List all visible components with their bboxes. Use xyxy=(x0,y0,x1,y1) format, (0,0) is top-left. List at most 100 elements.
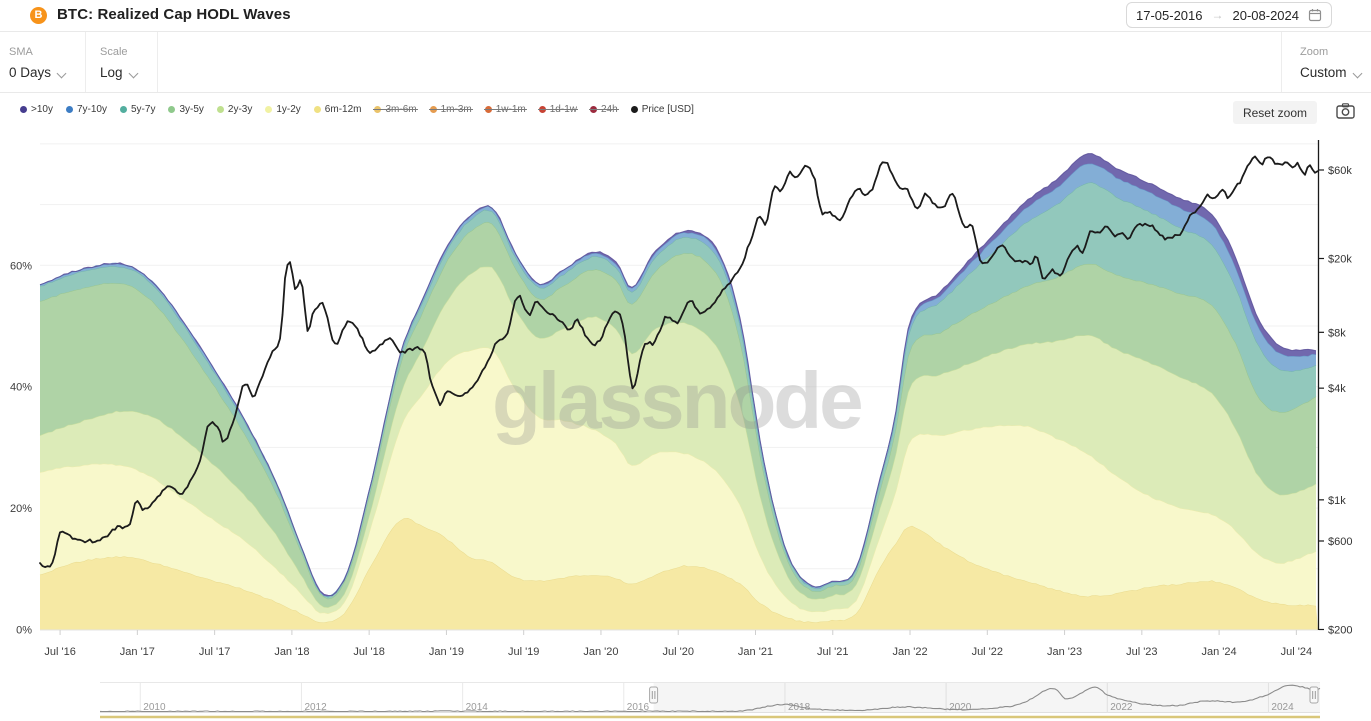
navigator-handle-right[interactable] xyxy=(1309,686,1319,704)
zoom-label: Zoom xyxy=(1300,46,1329,58)
legend-item-1y-2y[interactable]: 1y-2y xyxy=(265,103,301,115)
legend: >10y 7y-10y 5y-7y 3y-5y 2y-3y 1y-2y 6m-12m 3m-6… xyxy=(20,92,694,126)
navigator-year-label: 2020 xyxy=(949,702,972,713)
chevron-down-icon xyxy=(58,69,66,77)
navigator-year-label: 2014 xyxy=(466,702,489,713)
legend-item-2y-3y[interactable]: 2y-3y xyxy=(216,103,253,115)
arrow-right-icon: → xyxy=(1211,8,1224,22)
legend-item-label: >10y xyxy=(31,103,53,115)
right-axis-label: $200 xyxy=(1328,625,1352,637)
legend-marker-icon xyxy=(429,105,437,113)
right-axis-label: $4k xyxy=(1328,383,1346,395)
legend-item--10y[interactable]: >10y xyxy=(20,104,53,115)
right-axis-label: $1k xyxy=(1328,495,1346,507)
navigator-price-line xyxy=(99,684,1321,713)
legend-marker-icon xyxy=(168,105,176,113)
x-axis-label: Jul '21 xyxy=(817,646,848,658)
legend-item-1w-1m[interactable]: 1w-1m xyxy=(483,103,527,115)
x-axis-label: Jul '18 xyxy=(353,646,384,658)
glassnode-watermark: glassnode xyxy=(492,356,861,445)
legend-item-6m-12m[interactable]: 6m-12m xyxy=(313,103,362,115)
toolbar-divider xyxy=(157,32,158,92)
toolbar: SMA 0 Days Scale Log Zoom Custom xyxy=(0,32,1371,93)
legend-marker-icon xyxy=(65,105,73,113)
left-axis-label: 60% xyxy=(10,260,32,272)
x-axis-label: Jul '22 xyxy=(972,646,1003,658)
date-to-value[interactable]: 20-08-2024 xyxy=(1232,7,1300,23)
right-axis-label: $600 xyxy=(1328,536,1352,548)
legend-item-label: 1d-1w xyxy=(549,103,577,115)
band-3y-5y[interactable] xyxy=(40,222,1316,608)
x-axis-label: Jan '20 xyxy=(583,646,618,658)
x-axis-label: Jan '17 xyxy=(120,646,155,658)
band-6m-12m[interactable] xyxy=(40,518,1318,630)
x-axis-label: Jul '20 xyxy=(663,646,694,658)
legend-marker-icon xyxy=(216,105,224,113)
x-axis-label: Jan '19 xyxy=(429,646,464,658)
legend-marker-icon xyxy=(265,105,273,113)
legend-item-price-usd-[interactable]: Price [USD] xyxy=(630,103,694,115)
calendar-icon[interactable] xyxy=(1308,8,1322,22)
legend-item-label: Price [USD] xyxy=(641,103,694,115)
navigator-year-label: 2012 xyxy=(304,702,327,713)
legend-marker-icon xyxy=(484,105,492,113)
band-1y-2y[interactable] xyxy=(40,347,1316,623)
bitcoin-icon: B xyxy=(30,7,47,24)
navigator-year-label: 2022 xyxy=(1110,702,1133,713)
legend-item-5y-7y[interactable]: 5y-7y xyxy=(119,104,155,115)
x-axis-label: Jul '17 xyxy=(199,646,230,658)
legend-marker-icon xyxy=(590,105,597,113)
zoom-value: Custom xyxy=(1300,65,1347,80)
navigator-year-label: 2024 xyxy=(1271,702,1294,713)
x-axis-label: Jan '22 xyxy=(892,646,927,658)
toolbar-divider xyxy=(1281,32,1282,92)
legend-item-1m-3m[interactable]: 1m-3m xyxy=(428,103,473,115)
sma-label: SMA xyxy=(9,46,33,58)
band-5y-7y[interactable] xyxy=(40,182,1316,599)
x-axis-label: Jul '16 xyxy=(44,646,75,658)
legend-item-label: 24h xyxy=(601,103,618,115)
legend-item-label: 6m-12m xyxy=(324,103,362,115)
legend-item-label: 3y-5y xyxy=(179,103,204,115)
date-from-value[interactable]: 17-05-2016 xyxy=(1136,7,1203,23)
legend-marker-icon xyxy=(20,105,27,113)
legend-item-1d-1w[interactable]: 1d-1w xyxy=(537,103,579,115)
legend-item-label: 1w-1m xyxy=(495,103,526,115)
sma-value: 0 Days xyxy=(9,65,52,80)
legend-marker-icon xyxy=(119,105,127,113)
legend-item-label: 1y-2y xyxy=(276,103,301,115)
price-line[interactable] xyxy=(39,155,1319,568)
navigator-year-label: 2010 xyxy=(143,702,166,713)
right-axis-label: $20k xyxy=(1328,254,1352,266)
x-axis-label: Jul '19 xyxy=(508,646,539,658)
navigator-selected-range[interactable] xyxy=(653,683,1320,712)
legend-marker-icon xyxy=(538,105,546,113)
x-axis-label: Jan '24 xyxy=(1202,646,1237,658)
right-axis-label: $8k xyxy=(1328,327,1346,339)
camera-icon[interactable] xyxy=(1336,103,1355,124)
x-axis-label: Jul '23 xyxy=(1126,646,1157,658)
x-axis-label: Jan '23 xyxy=(1047,646,1082,658)
reset-zoom-button[interactable]: Reset zoom xyxy=(1232,101,1317,124)
legend-marker-icon xyxy=(313,105,321,113)
sma-dropdown[interactable]: 0 Days xyxy=(9,65,66,80)
legend-item-7y-10y[interactable]: 7y-10y xyxy=(65,104,107,115)
legend-item-label: 1m-3m xyxy=(440,103,472,115)
legend-marker-icon xyxy=(630,105,638,113)
zoom-dropdown[interactable]: Custom xyxy=(1300,65,1362,80)
scale-dropdown[interactable]: Log xyxy=(100,65,138,80)
legend-marker-icon xyxy=(374,105,382,113)
chevron-down-icon xyxy=(130,69,138,77)
legend-item-24h[interactable]: 24h xyxy=(589,103,619,115)
legend-item-3y-5y[interactable]: 3y-5y xyxy=(168,103,204,115)
legend-item-label: 2y-3y xyxy=(227,103,253,115)
x-axis-label: Jan '18 xyxy=(274,646,309,658)
navigator-year-label: 2016 xyxy=(627,702,650,713)
date-range-picker[interactable]: 17-05-2016 → 20-08-2024 xyxy=(1126,2,1332,28)
navigator-handle-left[interactable] xyxy=(649,686,659,704)
header-bar: B BTC: Realized Cap HODL Waves 17-05-201… xyxy=(0,0,1371,32)
legend-item-3m-6m[interactable]: 3m-6m xyxy=(373,104,418,115)
x-axis-label: Jul '24 xyxy=(1281,646,1312,658)
